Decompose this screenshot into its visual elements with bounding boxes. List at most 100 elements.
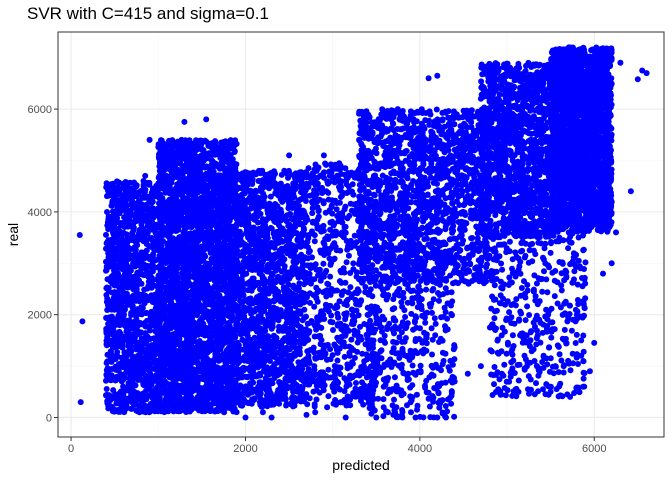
data-point	[126, 348, 132, 354]
data-point	[142, 195, 148, 201]
data-point	[194, 399, 200, 405]
data-point	[191, 330, 197, 336]
data-point	[175, 237, 181, 243]
data-point	[122, 224, 128, 230]
data-point	[110, 193, 116, 199]
data-point	[107, 252, 113, 258]
data-point	[223, 308, 229, 314]
data-point	[162, 250, 168, 256]
data-point	[199, 184, 205, 190]
data-point	[171, 383, 177, 389]
data-point	[106, 262, 112, 268]
data-point	[168, 301, 174, 307]
data-point	[185, 245, 191, 251]
data-point	[160, 298, 166, 304]
data-point	[155, 206, 161, 212]
data-point	[153, 366, 159, 372]
data-point	[177, 397, 183, 403]
data-point	[169, 149, 175, 155]
data-point	[124, 267, 130, 273]
data-point	[157, 155, 163, 161]
data-point	[178, 374, 184, 380]
data-point	[192, 202, 198, 208]
data-point	[113, 269, 119, 275]
data-point	[132, 338, 138, 344]
data-point	[205, 361, 211, 367]
data-point	[218, 140, 224, 146]
data-point	[150, 215, 156, 221]
data-point	[146, 408, 152, 414]
data-point	[229, 292, 235, 298]
data-point	[104, 342, 110, 348]
data-point	[193, 195, 199, 201]
data-point	[177, 260, 183, 266]
data-point	[133, 333, 139, 339]
data-point	[123, 388, 129, 394]
data-point	[202, 138, 208, 144]
data-point	[221, 388, 227, 394]
data-point	[142, 403, 148, 409]
data-point	[179, 406, 185, 412]
data-point	[208, 367, 214, 373]
data-point	[131, 261, 137, 267]
data-point	[129, 387, 135, 393]
data-point	[209, 172, 215, 178]
data-point	[114, 349, 120, 355]
data-point	[186, 364, 192, 370]
data-point	[223, 146, 229, 152]
data-point	[167, 209, 173, 215]
data-point	[228, 152, 234, 158]
data-point	[182, 236, 188, 242]
data-point	[119, 308, 125, 314]
data-point	[228, 405, 234, 411]
data-point	[124, 329, 130, 335]
data-point	[200, 288, 206, 294]
data-point	[144, 310, 150, 316]
data-point	[113, 227, 119, 233]
data-point	[184, 181, 190, 187]
data-point	[112, 212, 118, 218]
data-point	[146, 182, 152, 188]
data-point	[198, 235, 204, 241]
data-point	[132, 361, 138, 367]
data-point	[176, 326, 182, 332]
data-point	[133, 213, 139, 219]
data-point	[121, 279, 127, 285]
data-point	[212, 141, 218, 147]
data-point	[131, 180, 137, 186]
data-point	[160, 231, 166, 237]
data-point	[150, 189, 156, 195]
data-point	[205, 265, 211, 271]
data-point	[217, 398, 223, 404]
data-point	[161, 181, 167, 187]
data-point	[229, 376, 235, 382]
data-point	[121, 214, 127, 220]
data-point	[214, 251, 220, 257]
data-point	[214, 233, 220, 239]
data-point	[194, 223, 200, 229]
data-point	[205, 143, 211, 149]
data-point	[208, 200, 214, 206]
data-point	[146, 362, 152, 368]
data-point	[219, 325, 225, 331]
data-point	[222, 154, 228, 160]
data-points	[77, 44, 650, 420]
data-point	[155, 187, 161, 193]
data-point	[202, 408, 208, 414]
data-point	[198, 162, 204, 168]
data-point	[116, 277, 122, 283]
data-point	[201, 202, 207, 208]
data-point	[210, 308, 216, 314]
data-point	[136, 408, 142, 414]
data-point	[189, 173, 195, 179]
data-point	[197, 348, 203, 354]
data-point	[219, 302, 225, 308]
data-point	[151, 323, 157, 329]
data-point	[135, 390, 141, 396]
data-point	[209, 150, 215, 156]
data-point	[197, 230, 203, 236]
data-point	[203, 276, 209, 282]
data-point	[152, 224, 158, 230]
data-point	[116, 409, 122, 415]
